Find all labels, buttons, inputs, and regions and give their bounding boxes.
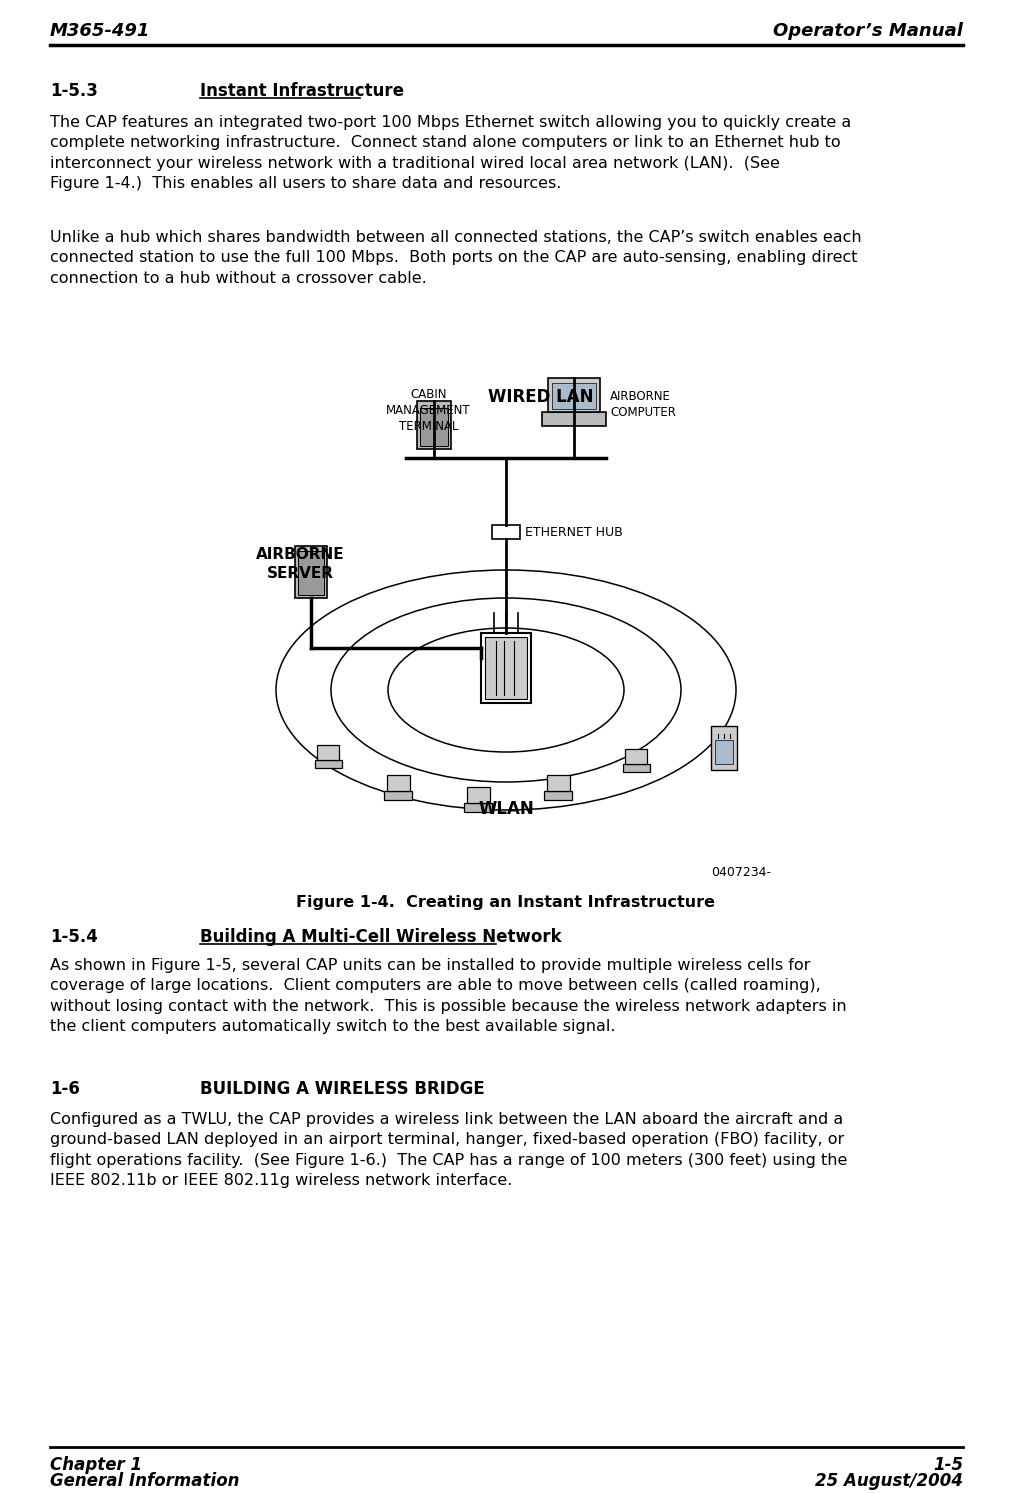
Bar bbox=[492, 526, 520, 539]
Text: AIRBORNE
SERVER: AIRBORNE SERVER bbox=[256, 546, 344, 581]
Bar bbox=[552, 384, 596, 409]
Bar bbox=[315, 760, 342, 767]
Text: WLAN: WLAN bbox=[478, 800, 534, 818]
Bar bbox=[417, 402, 451, 449]
Bar bbox=[467, 787, 490, 803]
Bar bbox=[481, 633, 531, 703]
Text: Unlike a hub which shares bandwidth between all connected stations, the CAP’s sw: Unlike a hub which shares bandwidth betw… bbox=[50, 230, 862, 285]
Text: ETHERNET HUB: ETHERNET HUB bbox=[525, 526, 623, 539]
Bar bbox=[387, 775, 410, 791]
Text: 1-6: 1-6 bbox=[50, 1079, 80, 1097]
Text: Operator’s Manual: Operator’s Manual bbox=[773, 22, 963, 40]
Bar bbox=[317, 745, 339, 760]
Bar bbox=[298, 551, 324, 596]
Bar bbox=[625, 749, 647, 764]
Bar bbox=[542, 412, 606, 426]
Bar bbox=[711, 726, 737, 770]
Bar bbox=[485, 638, 527, 699]
Bar bbox=[544, 791, 572, 800]
Bar bbox=[547, 775, 570, 791]
Text: The CAP features an integrated two-port 100 Mbps Ethernet switch allowing you to: The CAP features an integrated two-port … bbox=[50, 115, 851, 191]
Text: Configured as a TWLU, the CAP provides a wireless link between the LAN aboard th: Configured as a TWLU, the CAP provides a… bbox=[50, 1112, 848, 1188]
Text: M365-491: M365-491 bbox=[50, 22, 150, 40]
Text: WIRED LAN: WIRED LAN bbox=[488, 388, 594, 406]
Text: Instant Infrastructure: Instant Infrastructure bbox=[200, 82, 404, 100]
Text: BUILDING A WIRELESS BRIDGE: BUILDING A WIRELESS BRIDGE bbox=[200, 1079, 485, 1097]
Text: Building A Multi-Cell Wireless Network: Building A Multi-Cell Wireless Network bbox=[200, 929, 561, 947]
Bar bbox=[295, 546, 327, 599]
Text: 1-5.3: 1-5.3 bbox=[50, 82, 98, 100]
Text: 0407234-: 0407234- bbox=[711, 866, 771, 879]
Text: AIRBORNE
COMPUTER: AIRBORNE COMPUTER bbox=[610, 390, 676, 420]
Text: Chapter 1: Chapter 1 bbox=[50, 1456, 142, 1474]
Text: General Information: General Information bbox=[50, 1472, 239, 1490]
Text: 1-5.4: 1-5.4 bbox=[50, 929, 98, 947]
Text: Figure 1-4.  Creating an Instant Infrastructure: Figure 1-4. Creating an Instant Infrastr… bbox=[297, 894, 715, 911]
Bar bbox=[384, 791, 412, 800]
Bar bbox=[548, 378, 600, 412]
Bar bbox=[464, 803, 492, 812]
Text: 25 August/2004: 25 August/2004 bbox=[815, 1472, 963, 1490]
Text: CABIN
MANAGEMENT
TERMINAL: CABIN MANAGEMENT TERMINAL bbox=[386, 388, 471, 433]
Bar bbox=[623, 764, 650, 772]
Bar bbox=[715, 741, 733, 764]
Text: As shown in Figure 1-5, several CAP units can be installed to provide multiple w: As shown in Figure 1-5, several CAP unit… bbox=[50, 959, 847, 1035]
Text: 1-5: 1-5 bbox=[933, 1456, 963, 1474]
Bar bbox=[420, 408, 448, 446]
